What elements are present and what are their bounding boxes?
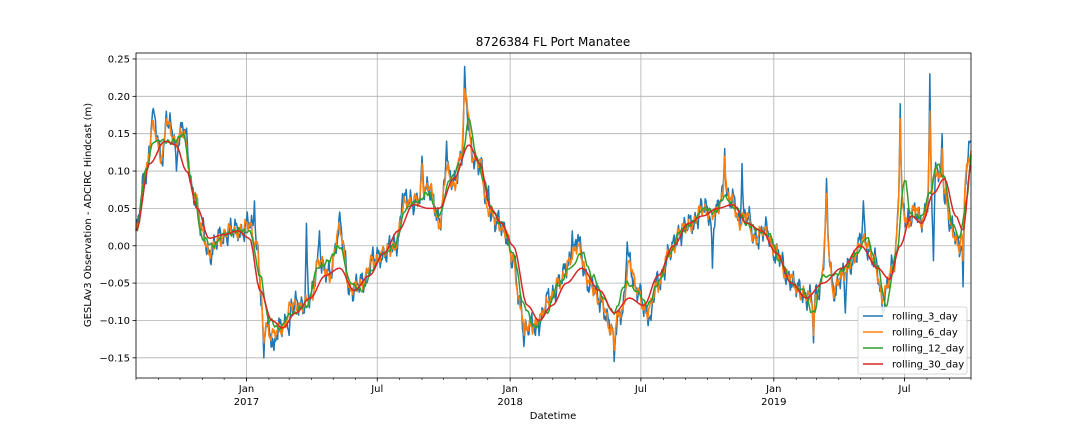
legend-label: rolling_6_day [892,328,958,339]
x-tick-year-label: 2017 [234,397,259,408]
series-layer [135,65,972,363]
y-tick-label: 0.00 [108,241,130,252]
x-tick-label: Jan [501,384,517,395]
x-tick-label: Jan [765,384,781,395]
x-axis: Jan 2017 Jul Jan 2018 Jul Jan 2019 Jul [135,378,972,408]
legend-label: rolling_30_day [892,360,964,371]
x-tick-label: Jul [370,384,383,395]
y-tick-label: 0.25 [108,54,130,65]
legend: rolling_3_day rolling_6_day rolling_12_day… [857,306,968,375]
x-axis-label: Datetime [530,411,577,422]
y-tick-label: −0.10 [99,316,130,327]
series-line-rolling_3_day [135,65,972,363]
y-tick-label: −0.15 [99,353,130,364]
x-tick-label: Jan [238,384,254,395]
legend-label: rolling_12_day [892,344,964,355]
series-line-rolling_30_day [135,140,972,329]
chart-title: 8726384 FL Port Manatee [476,35,630,49]
y-axis-label: GESLAv3 Observation - ADCIRC Hindcast (m… [83,103,94,327]
y-tick-label: 0.05 [108,204,130,215]
y-tick-label: −0.05 [99,279,130,290]
x-tick-year-label: 2019 [761,397,786,408]
y-tick-label: 0.10 [108,167,130,178]
gridlines [136,53,971,378]
x-tick-year-label: 2018 [497,397,522,408]
y-tick-label: 0.20 [108,92,130,103]
x-tick-label: Jul [898,384,911,395]
y-tick-label: 0.15 [108,129,130,140]
legend-label: rolling_3_day [892,312,958,323]
plot-frame [135,52,972,379]
legend-box [857,306,968,375]
x-tick-label: Jul [634,384,647,395]
y-axis: −0.15 −0.10 −0.05 0.00 0.05 0.10 0.15 0.20 0.25 [99,54,136,364]
